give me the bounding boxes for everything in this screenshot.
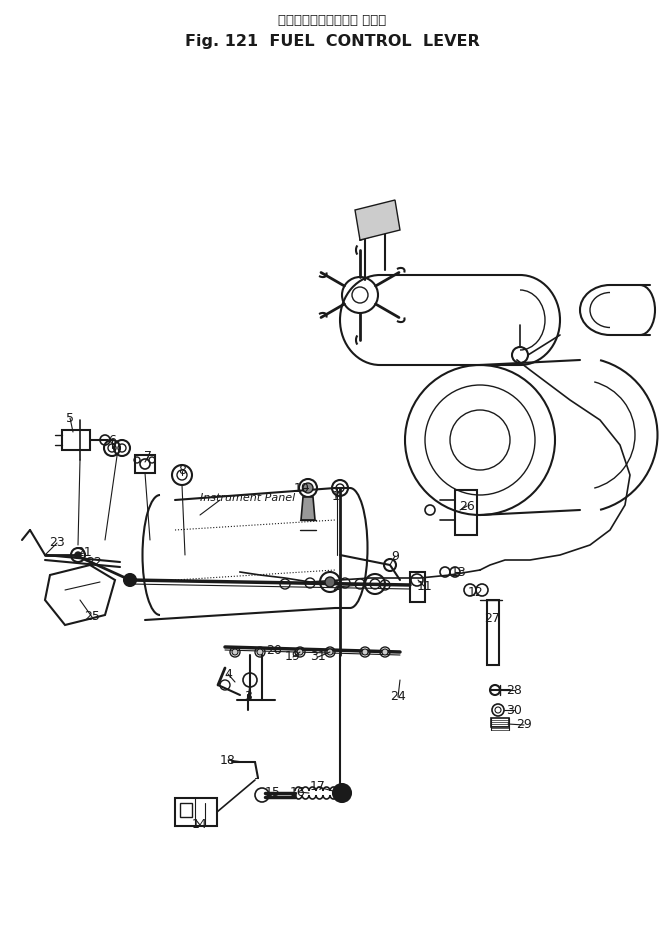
- Bar: [135, 455, 155, 473]
- Text: 31: 31: [310, 651, 326, 664]
- Bar: [487, 600, 499, 665]
- Text: 24: 24: [390, 691, 406, 703]
- Text: 18: 18: [220, 754, 236, 767]
- Text: 28: 28: [506, 683, 522, 697]
- Circle shape: [362, 649, 368, 655]
- Text: 5: 5: [66, 411, 74, 424]
- Text: 19: 19: [285, 651, 301, 664]
- Circle shape: [325, 577, 335, 587]
- Text: 8: 8: [178, 465, 186, 478]
- Circle shape: [232, 649, 238, 655]
- Text: 16: 16: [290, 785, 306, 798]
- Bar: [410, 572, 425, 602]
- Circle shape: [75, 552, 81, 558]
- Circle shape: [333, 784, 351, 802]
- Circle shape: [257, 649, 263, 655]
- Text: 25: 25: [84, 611, 100, 624]
- Bar: [180, 803, 192, 817]
- Text: Fig. 121  FUEL  CONTROL  LEVER: Fig. 121 FUEL CONTROL LEVER: [185, 34, 479, 49]
- Circle shape: [303, 483, 313, 493]
- Text: 6: 6: [108, 434, 116, 447]
- Text: 14: 14: [192, 818, 208, 831]
- Text: 13: 13: [451, 566, 467, 579]
- Text: 22: 22: [86, 556, 102, 569]
- Text: 11: 11: [417, 581, 433, 594]
- Text: Instrument Panel: Instrument Panel: [200, 493, 296, 503]
- Circle shape: [327, 649, 333, 655]
- Polygon shape: [355, 200, 400, 240]
- Bar: [491, 718, 509, 727]
- Bar: [455, 490, 477, 535]
- Circle shape: [297, 649, 303, 655]
- Circle shape: [124, 574, 136, 586]
- Text: 1: 1: [332, 491, 340, 504]
- Text: 12: 12: [468, 585, 484, 598]
- Bar: [175, 798, 217, 826]
- Text: 20: 20: [266, 644, 282, 657]
- Polygon shape: [301, 497, 315, 520]
- Bar: [62, 430, 90, 450]
- Text: 4: 4: [224, 668, 232, 681]
- Circle shape: [382, 649, 388, 655]
- Text: 3: 3: [244, 691, 252, 703]
- Text: 9: 9: [391, 550, 399, 563]
- Text: 27: 27: [484, 611, 500, 625]
- Text: 23: 23: [49, 537, 65, 550]
- Text: フィエルコントロール レバー: フィエルコントロール レバー: [278, 14, 386, 27]
- Text: 30: 30: [506, 703, 522, 716]
- Text: 17: 17: [310, 781, 326, 794]
- Text: 26: 26: [459, 499, 475, 512]
- Text: 21: 21: [76, 546, 92, 559]
- Text: 29: 29: [516, 718, 532, 731]
- Text: 2: 2: [332, 581, 340, 594]
- Text: 7: 7: [144, 451, 152, 464]
- Text: 15: 15: [265, 785, 281, 798]
- Text: 10: 10: [294, 482, 310, 495]
